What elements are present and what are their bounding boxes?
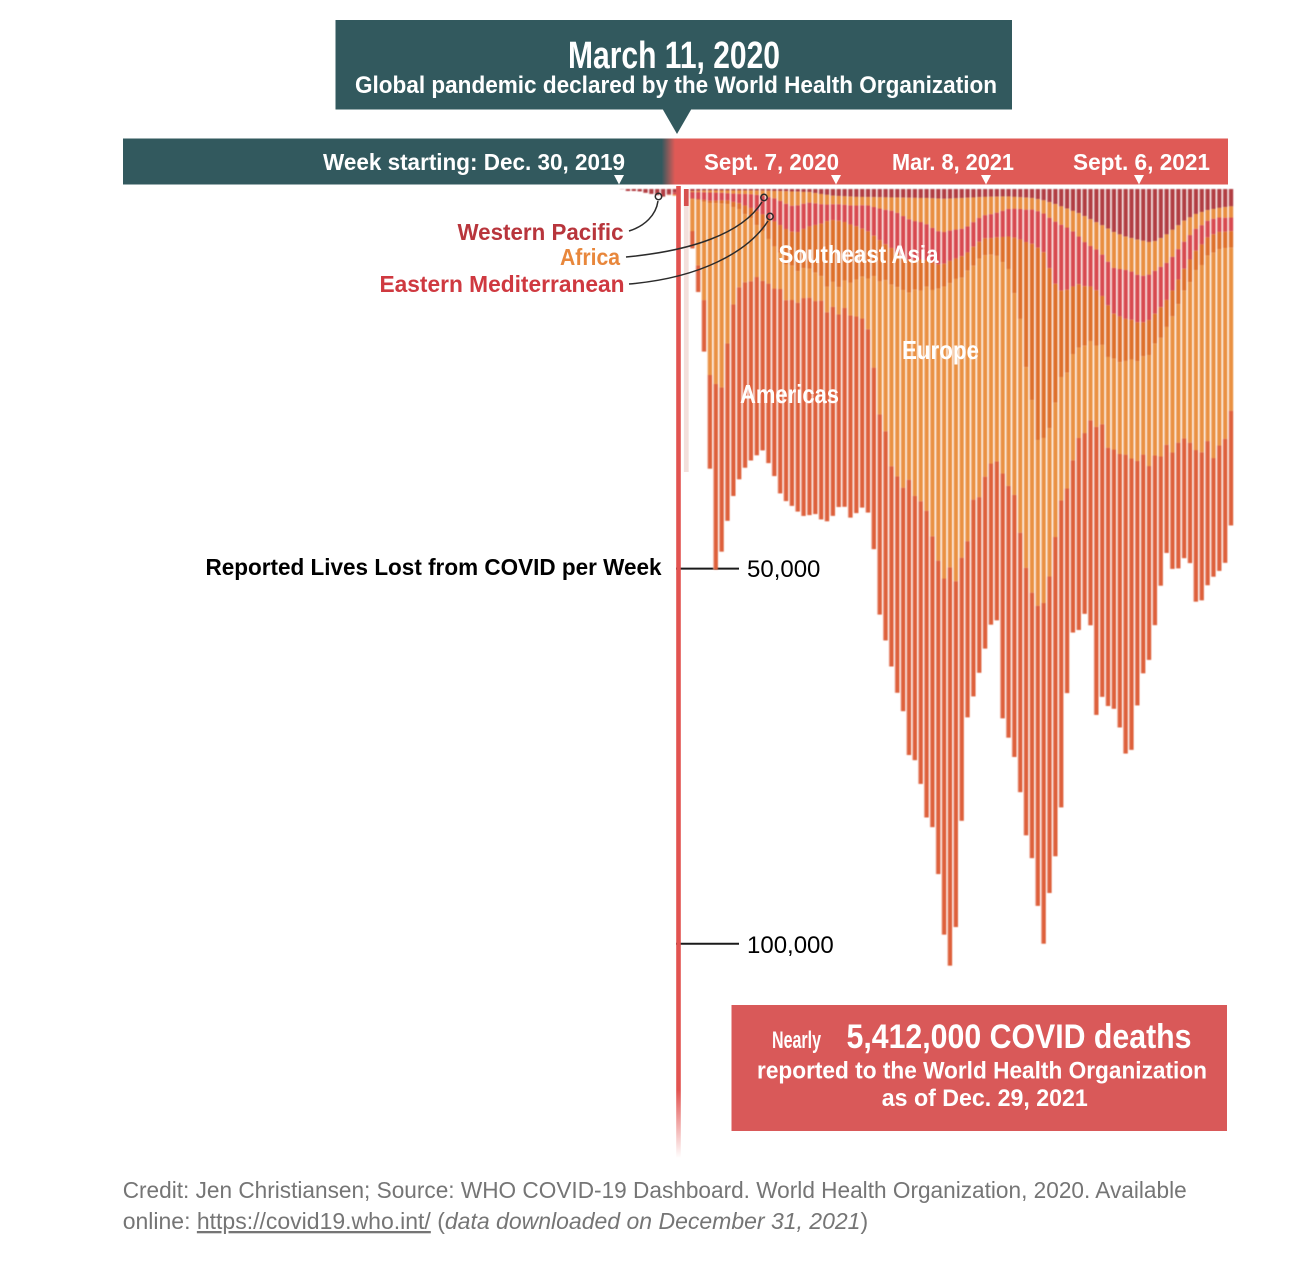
svg-text:March 11, 2020: March 11, 2020 (568, 35, 780, 77)
svg-text:Europe: Europe (902, 335, 979, 365)
svg-text:Eastern Mediterranean: Eastern Mediterranean (380, 271, 625, 297)
svg-text:reported to the World Health O: reported to the World Health Organizatio… (757, 1058, 1207, 1085)
svg-text:Nearly: Nearly (772, 1027, 821, 1054)
svg-text:Credit: Jen Christiansen; Sour: Credit: Jen Christiansen; Source: WHO CO… (123, 1177, 1187, 1203)
svg-text:Western Pacific: Western Pacific (458, 219, 624, 245)
svg-text:Americas: Americas (740, 379, 839, 409)
svg-text:Sept. 7, 2020: Sept. 7, 2020 (704, 149, 839, 175)
svg-text:50,000: 50,000 (747, 556, 820, 583)
svg-text:100,000: 100,000 (747, 932, 834, 959)
svg-text:online: https://covid19.who.in: online: https://covid19.who.int/ (data d… (123, 1208, 868, 1234)
svg-text:Reported Lives Lost from COVID: Reported Lives Lost from COVID per Week (206, 554, 663, 580)
svg-text:Week starting: Dec. 30, 2019: Week starting: Dec. 30, 2019 (323, 149, 625, 175)
svg-text:Southeast Asia: Southeast Asia (779, 241, 940, 269)
svg-text:Sept. 6, 2021: Sept. 6, 2021 (1073, 149, 1210, 175)
svg-text:Africa: Africa (560, 244, 620, 270)
svg-text:Global pandemic declared by th: Global pandemic declared by the World He… (355, 72, 997, 99)
svg-text:Mar. 8, 2021: Mar. 8, 2021 (892, 149, 1014, 175)
svg-text:as of Dec. 29, 2021: as of Dec. 29, 2021 (882, 1085, 1088, 1112)
svg-text:5,412,000 COVID deaths: 5,412,000 COVID deaths (847, 1018, 1192, 1056)
